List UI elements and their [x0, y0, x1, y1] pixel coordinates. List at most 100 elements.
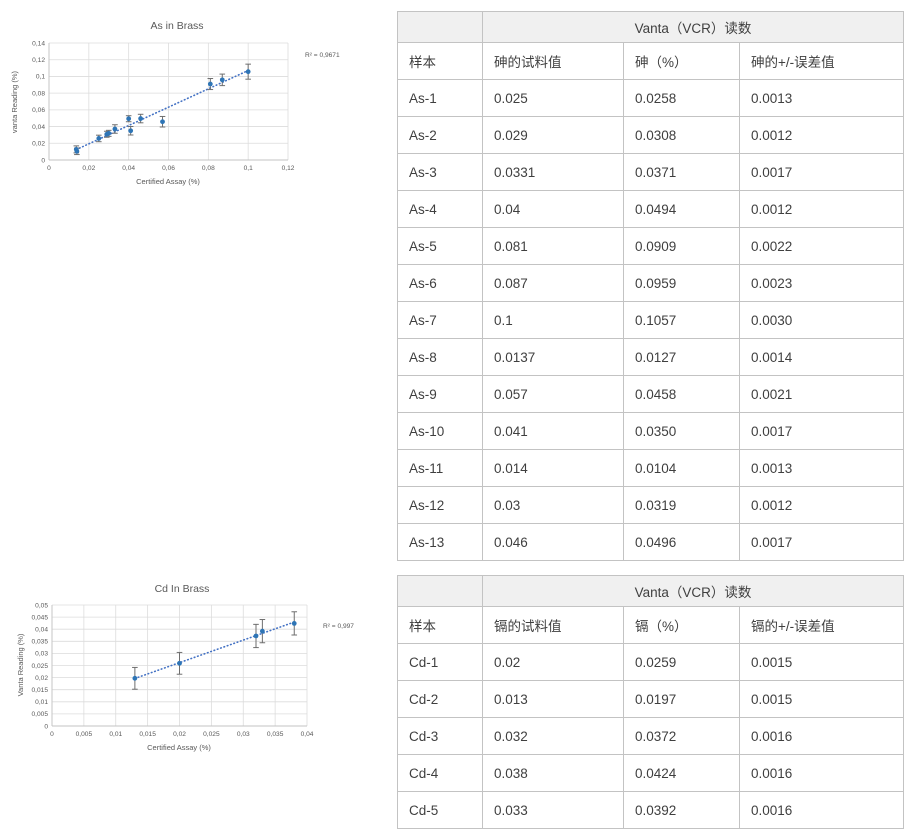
- table-cell: As-5: [397, 227, 483, 265]
- data-point: [128, 128, 134, 134]
- table-cell: 0.04: [482, 190, 624, 228]
- data-point: [112, 126, 118, 132]
- table-cell: As-8: [397, 338, 483, 376]
- table-cell: As-1: [397, 79, 483, 117]
- table-cell: 0.0030: [739, 301, 904, 339]
- table-cell: Cd-4: [397, 754, 483, 792]
- table-cell: 0.0012: [739, 116, 904, 154]
- data-point: [291, 620, 297, 626]
- table-cell: 0.0371: [623, 153, 740, 191]
- table-row: Cd-2 0.013 0.0197 0.0015: [397, 680, 904, 718]
- table-cell: 0.041: [482, 412, 624, 450]
- data-point: [245, 69, 251, 75]
- y-tick-label: 0,03: [35, 651, 48, 658]
- table-row: As-8 0.0137 0.0127 0.0014: [397, 338, 904, 376]
- table-cell: 0.0959: [623, 264, 740, 302]
- table-cell: 0.0127: [623, 338, 740, 376]
- x-tick-label: 0: [50, 731, 54, 738]
- table-row: As-1 0.025 0.0258 0.0013: [397, 79, 904, 117]
- y-tick-label: 0,06: [32, 107, 45, 114]
- y-tick-label: 0,08: [32, 90, 45, 97]
- data-point: [219, 77, 225, 83]
- table-cell: 0.0909: [623, 227, 740, 265]
- x-tick-label: 0,08: [202, 165, 215, 172]
- x-tick-label: 0,04: [122, 165, 135, 172]
- table-cell: 0.0023: [739, 264, 904, 302]
- table-cell: 0.0197: [623, 680, 740, 718]
- table-cell: 0.0012: [739, 486, 904, 524]
- table-group-header: Vanta（VCR）读数: [482, 11, 904, 43]
- table-cell: 0.0021: [739, 375, 904, 413]
- table-cell: 0.038: [482, 754, 624, 792]
- table-cell: 0.1: [482, 301, 624, 339]
- data-point: [160, 119, 165, 125]
- x-tick-label: 0,02: [173, 731, 186, 738]
- table-corner-cell: [397, 575, 483, 607]
- column-header-error: 砷的+/-误差值: [739, 42, 904, 80]
- y-tick-label: 0,025: [31, 663, 48, 670]
- table-cell: 0.0016: [739, 754, 904, 792]
- table-cell: 0.025: [482, 79, 624, 117]
- table-row: Cd-3 0.032 0.0372 0.0016: [397, 717, 904, 755]
- y-tick-label: 0,04: [35, 627, 48, 634]
- data-point: [132, 675, 138, 681]
- table-cell: 0.0016: [739, 791, 904, 829]
- table-cell: 0.0014: [739, 338, 904, 376]
- table-cell: 0.046: [482, 523, 624, 561]
- table-cell: Cd-5: [397, 791, 483, 829]
- data-point: [177, 660, 182, 666]
- table-cell: Cd-2: [397, 680, 483, 718]
- table-cell: 0.0319: [623, 486, 740, 524]
- x-axis-label: Certified Assay (%): [136, 177, 200, 186]
- table-cell: As-4: [397, 190, 483, 228]
- table-cell: As-13: [397, 523, 483, 561]
- data-point: [74, 148, 80, 154]
- table-cell: 0.0012: [739, 190, 904, 228]
- table-cell: 0.0017: [739, 523, 904, 561]
- table-column-header-row: 样本 砷的试料值 砷（%） 砷的+/-误差值: [397, 42, 904, 80]
- table-cell: 0.029: [482, 116, 624, 154]
- table-cell: 0.033: [482, 791, 624, 829]
- y-tick-label: 0,12: [32, 57, 45, 64]
- cd-table-section: Vanta（VCR）读数 样本 镉的试料值 镉（%） 镉的+/-误差值 Cd-1…: [397, 575, 904, 829]
- table-row: As-2 0.029 0.0308 0.0012: [397, 116, 904, 154]
- data-point: [207, 81, 213, 87]
- table-cell: 0.0392: [623, 791, 740, 829]
- as-table-section: Vanta（VCR）读数 样本 砷的试料值 砷（%） 砷的+/-误差值 As-1…: [397, 11, 904, 561]
- table-cell: 0.0013: [739, 79, 904, 117]
- data-point: [253, 633, 259, 639]
- table-cell: 0.0104: [623, 449, 740, 487]
- y-tick-label: 0,1: [36, 74, 45, 81]
- table-cell: 0.0015: [739, 643, 904, 681]
- y-tick-label: 0,035: [31, 639, 48, 646]
- x-tick-label: 0,1: [244, 165, 253, 172]
- y-tick-label: 0,005: [31, 711, 48, 718]
- table-cell: 0.0137: [482, 338, 624, 376]
- table-cell: 0.087: [482, 264, 624, 302]
- table-cell: 0.03: [482, 486, 624, 524]
- column-header-reading: 砷（%）: [623, 42, 740, 80]
- table-cell: 0.0350: [623, 412, 740, 450]
- table-cell: As-10: [397, 412, 483, 450]
- x-tick-label: 0,015: [139, 731, 156, 738]
- table-cell: 0.0372: [623, 717, 740, 755]
- table-cell: 0.0258: [623, 79, 740, 117]
- as-readings-table: Vanta（VCR）读数 样本 砷的试料值 砷（%） 砷的+/-误差值 As-1…: [397, 11, 904, 561]
- table-row: As-5 0.081 0.0909 0.0022: [397, 227, 904, 265]
- data-point: [106, 130, 112, 136]
- y-axis-label: Vanta Reading (%): [16, 633, 25, 696]
- table-cell: As-2: [397, 116, 483, 154]
- table-cell: As-7: [397, 301, 483, 339]
- x-tick-label: 0,025: [203, 731, 220, 738]
- column-header-assay: 镉的试料值: [482, 606, 624, 644]
- table-cell: 0.0458: [623, 375, 740, 413]
- table-cell: 0.1057: [623, 301, 740, 339]
- y-tick-label: 0,04: [32, 124, 45, 131]
- table-row: As-6 0.087 0.0959 0.0023: [397, 264, 904, 302]
- y-tick-label: 0,02: [32, 141, 45, 148]
- r-squared-label: R² = 0,9671: [305, 52, 340, 59]
- table-cell: 0.013: [482, 680, 624, 718]
- y-tick-label: 0,045: [31, 614, 48, 621]
- table-cell: As-9: [397, 375, 483, 413]
- chart-title: As in Brass: [150, 20, 203, 32]
